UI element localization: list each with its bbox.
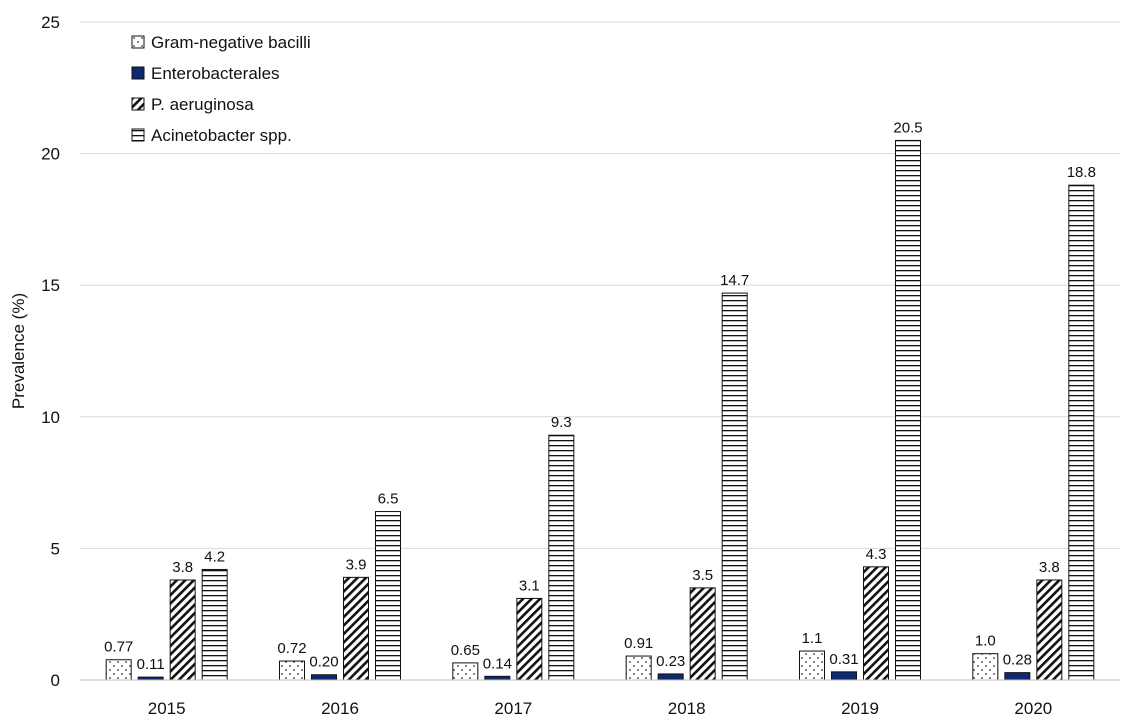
data-label: 0.72 (277, 640, 306, 657)
y-tick-label: 10 (41, 408, 60, 427)
bar-acinetobacter-spp-2015 (201, 568, 228, 681)
data-label: 1.0 (975, 633, 996, 650)
y-tick-label: 20 (41, 145, 60, 164)
x-tick-label: 2019 (841, 699, 879, 718)
data-labels: 0.770.11 3.8 4.2 0.720.20 3.9 6.5 0.650.14 3.1 9… (104, 119, 1096, 673)
data-label: 14.7 (720, 272, 749, 289)
legend-swatch (131, 97, 145, 111)
bar-enterobacterales-2020 (1004, 672, 1031, 681)
legend-label: P. aeruginosa (151, 95, 254, 114)
bar-p-aeruginosa-2020 (1036, 579, 1063, 681)
bar-p-aeruginosa-2019 (863, 566, 889, 681)
legend-swatch (131, 128, 145, 142)
data-label: 1.1 (802, 630, 823, 647)
data-label: 4.3 (866, 546, 887, 563)
data-label: 0.77 (104, 639, 133, 656)
data-label: 3.1 (519, 577, 540, 594)
bar-acinetobacter-spp-2018 (721, 292, 748, 681)
bar-enterobacterales-2019 (831, 671, 857, 681)
data-label: 0.91 (624, 635, 653, 652)
data-label: 3.8 (1039, 559, 1060, 576)
bar-acinetobacter-spp-2020 (1068, 184, 1095, 681)
bar-p-aeruginosa-2015 (169, 579, 196, 681)
data-label: 0.28 (1003, 652, 1032, 669)
bar-acinetobacter-spp-2016 (375, 511, 401, 681)
bar-p-aeruginosa-2018 (689, 587, 716, 681)
data-label: 3.8 (172, 559, 193, 576)
data-label: 0.31 (829, 651, 858, 668)
y-axis-ticks: 0 5 10 15 20 25 (41, 13, 60, 690)
bar-gram-negative-bacilli-2016 (279, 660, 305, 681)
data-label: 9.3 (551, 414, 572, 431)
bar-p-aeruginosa-2016 (343, 576, 369, 681)
data-label: 0.65 (451, 642, 480, 659)
bar-enterobacterales-2018 (657, 673, 684, 681)
data-label: 0.14 (483, 655, 512, 672)
x-tick-label: 2020 (1014, 699, 1052, 718)
bar-gram-negative-bacilli-2020 (972, 653, 999, 681)
legend-swatch (131, 66, 145, 80)
y-tick-label: 0 (51, 671, 60, 690)
legend-label: Acinetobacter spp. (151, 126, 292, 145)
x-axis-ticks: 2015 2016 2017 2018 2019 2020 (148, 699, 1052, 718)
bar-gram-negative-bacilli-2015 (105, 659, 132, 681)
x-tick-label: 2018 (668, 699, 706, 718)
y-tick-label: 25 (41, 13, 60, 32)
data-label: 3.5 (692, 567, 713, 584)
x-tick-label: 2016 (321, 699, 359, 718)
bars (105, 139, 1095, 681)
data-label: 20.5 (893, 119, 922, 136)
x-tick-label: 2015 (148, 699, 186, 718)
data-label: 6.5 (378, 491, 399, 508)
data-label: 0.20 (309, 654, 338, 671)
x-tick-label: 2017 (494, 699, 532, 718)
data-label: 4.2 (204, 548, 225, 565)
legend: Gram-negative bacilli Enterobacterales P. … (131, 33, 311, 145)
data-label: 0.23 (656, 653, 685, 670)
data-label: 3.9 (346, 556, 367, 573)
bar-gram-negative-bacilli-2018 (625, 655, 652, 681)
gridlines (80, 21, 1120, 549)
bar-gram-negative-bacilli-2019 (799, 650, 825, 681)
bar-p-aeruginosa-2017 (516, 597, 543, 681)
bar-enterobacterales-2017 (484, 675, 511, 681)
bar-gram-negative-bacilli-2017 (452, 662, 479, 681)
data-label: 18.8 (1067, 164, 1096, 181)
data-label: 0.11 (137, 656, 165, 673)
y-axis-title: Prevalence (%) (9, 293, 28, 409)
legend-label: Gram-negative bacilli (151, 33, 311, 52)
y-tick-label: 5 (51, 539, 60, 558)
bar-enterobacterales-2016 (311, 674, 337, 681)
legend-label: Enterobacterales (151, 64, 280, 83)
bar-acinetobacter-spp-2017 (548, 434, 575, 681)
bar-acinetobacter-spp-2019 (895, 139, 921, 681)
y-tick-label: 15 (41, 276, 60, 295)
legend-swatch (131, 35, 145, 49)
